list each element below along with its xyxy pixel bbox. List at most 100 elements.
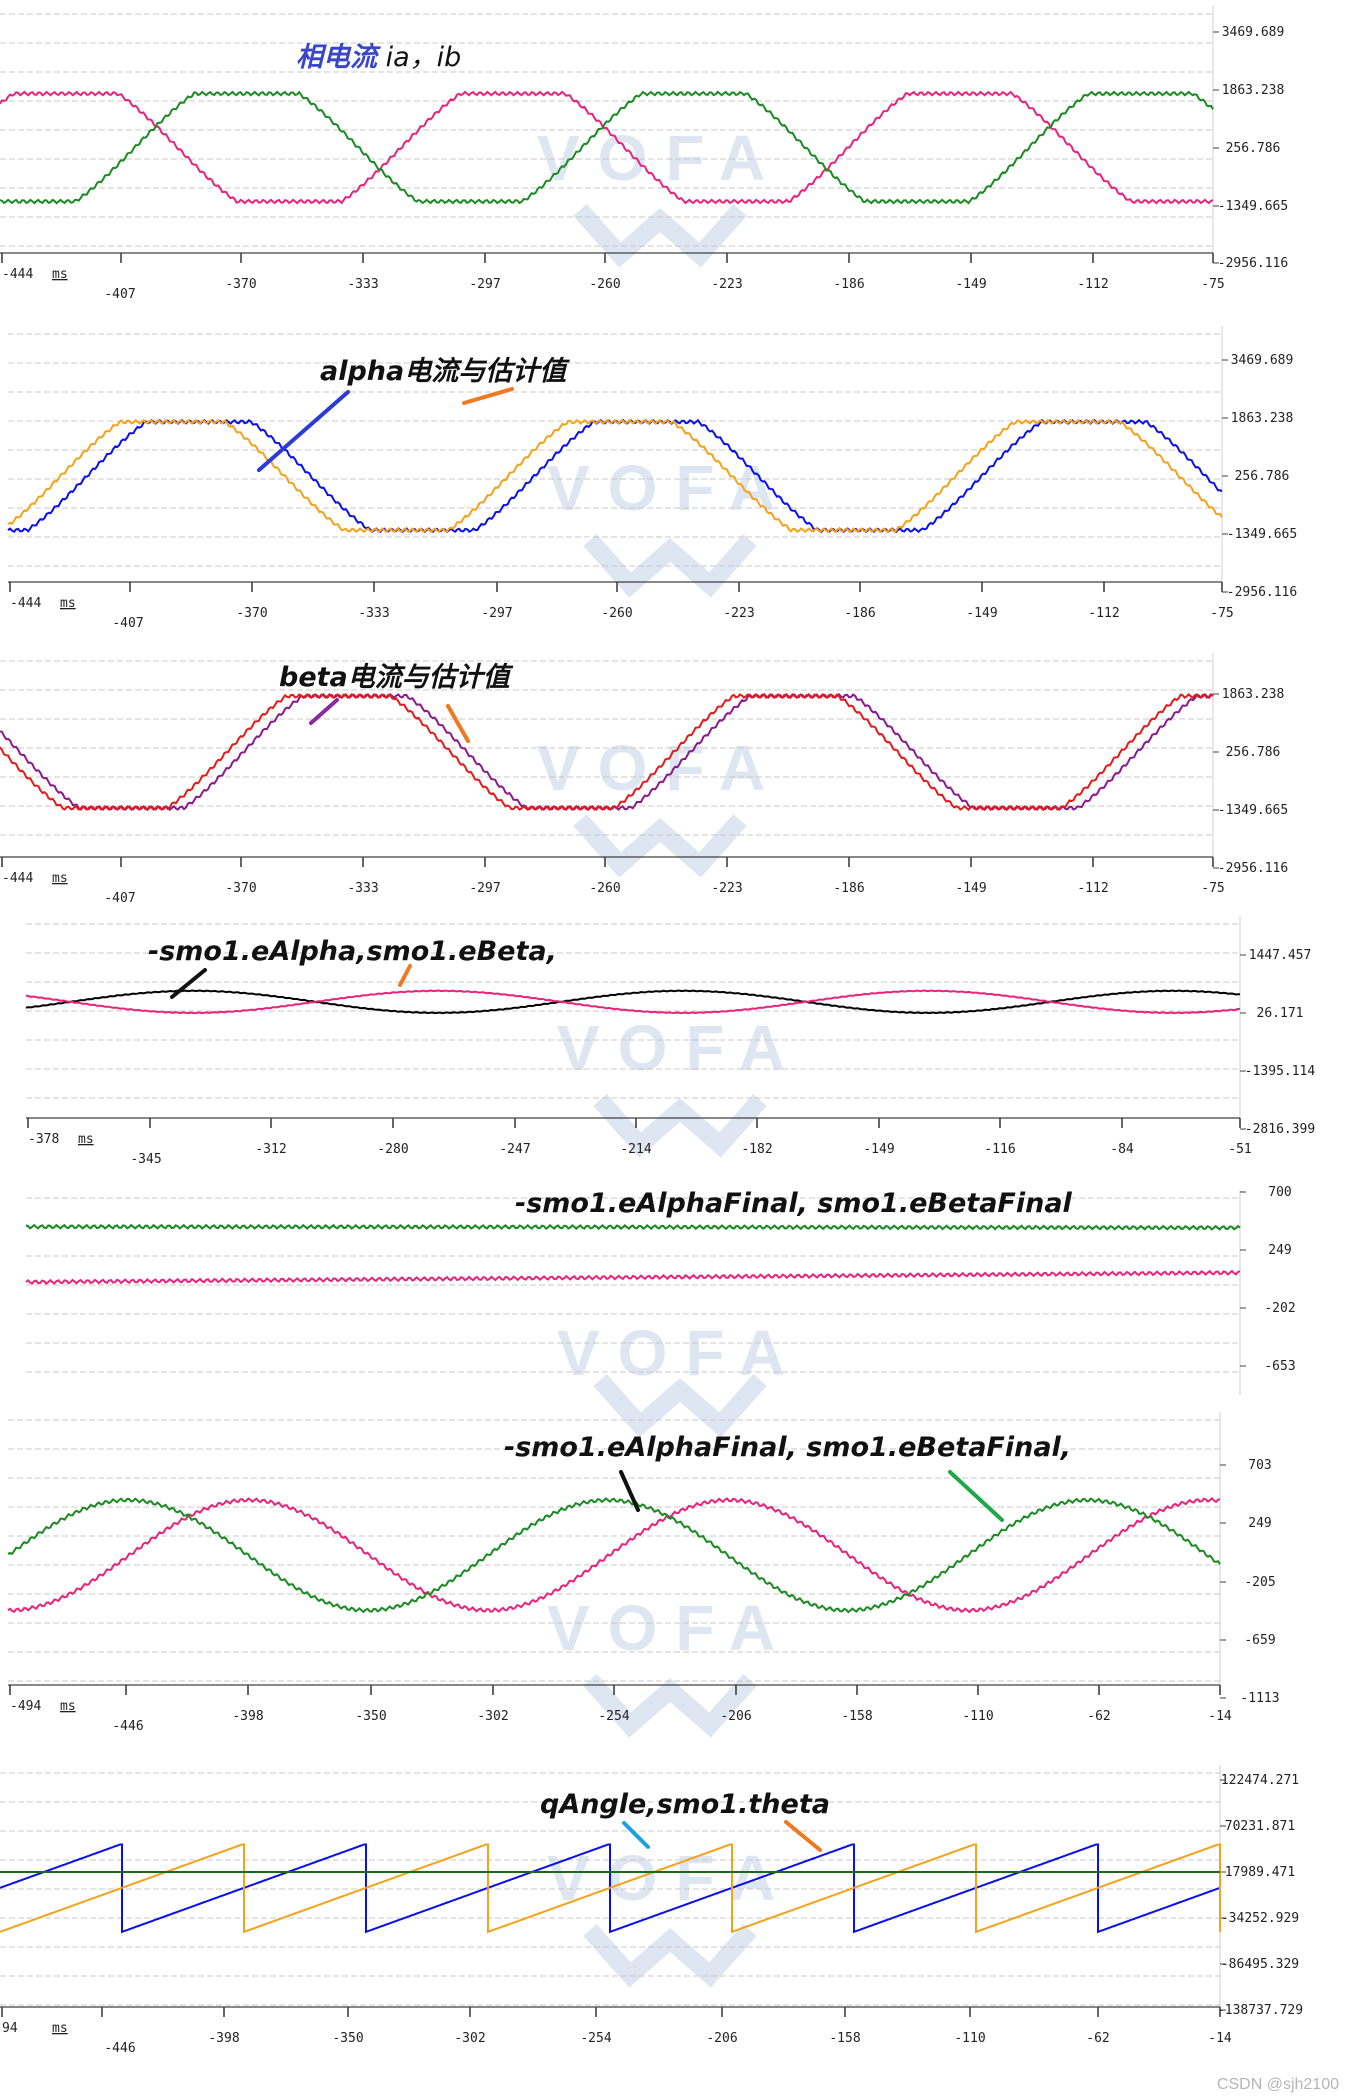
chart-eab-final-1: VOFA 700 249 -202 -653 -smo1.eAlphaFinal, smo…: [25, 1185, 1296, 1438]
vofa-watermark: VOFA: [547, 1842, 793, 1914]
annotation-arrow: [948, 1470, 1004, 1522]
y-tick-label: -1349.665: [1227, 527, 1297, 542]
x-tick-label: -260: [601, 606, 632, 621]
y-tick-label: 1863.238: [1222, 83, 1285, 98]
y-tick-label: -2956.116: [1218, 861, 1288, 876]
series-line: [0, 90, 1214, 205]
series-line: [0, 90, 1214, 205]
y-tick-label: -34252.929: [1221, 1911, 1299, 1926]
vofa-logo-mark: [593, 1094, 767, 1158]
x-tick-label: -297: [469, 881, 500, 896]
x-tick-label: -110: [954, 2031, 985, 2046]
x-tick-label: -149: [955, 277, 986, 292]
x-tick-label: -370: [236, 606, 267, 621]
x-origin-label: -444: [10, 596, 41, 611]
x-tick-label: -280: [377, 1142, 408, 1157]
x-tick-label: -398: [232, 1709, 263, 1724]
series-line: [25, 989, 1241, 1015]
x-tick-label: -254: [598, 1709, 629, 1724]
x-tick-label: -149: [966, 606, 997, 621]
y-tick-label: 700: [1268, 1185, 1291, 1200]
x-unit-label: ms: [60, 1699, 76, 1714]
series-line: [0, 693, 1214, 812]
vofa-watermark: VOFA: [547, 1592, 793, 1664]
annotation-arrow: [309, 698, 339, 725]
x-tick-label: -223: [723, 606, 754, 621]
x-sub-label: -407: [104, 891, 135, 906]
x-tick-label: -14: [1208, 1709, 1232, 1724]
x-tick-label: -75: [1210, 606, 1233, 621]
chart-angle: VOFA 122474.271 70231.871 17989.471 -34252.9…: [0, 1765, 1303, 2056]
y-tick-label: -2956.116: [1218, 256, 1288, 271]
x-unit-label: ms: [60, 596, 76, 611]
x-tick-label: -370: [225, 881, 256, 896]
y-tick-label: -659: [1244, 1633, 1275, 1648]
x-tick-label: -186: [844, 606, 875, 621]
annotation-label: alpha电流与估计值: [320, 356, 570, 387]
x-sub-label: -446: [112, 1719, 143, 1734]
x-tick-label: -14: [1208, 2031, 1232, 2046]
y-tick-label: 249: [1248, 1516, 1271, 1531]
x-tick-label: -398: [208, 2031, 239, 2046]
x-tick-label: -333: [358, 606, 389, 621]
x-tick-label: -247: [499, 1142, 530, 1157]
vofa-logo-mark: [583, 534, 757, 598]
vofa-logo-mark: [573, 204, 747, 268]
x-tick-label: -158: [841, 1709, 872, 1724]
vofa-logo-mark: [583, 1924, 757, 1988]
x-tick-label: -149: [955, 881, 986, 896]
x-tick-label: -186: [833, 277, 864, 292]
y-tick-label: 249: [1268, 1243, 1291, 1258]
vofa-logo-mark: [573, 814, 747, 878]
annotation-arrow: [784, 1820, 822, 1852]
y-tick-label: -86495.329: [1221, 1957, 1299, 1972]
annotation-arrow: [619, 1470, 640, 1512]
y-tick-label: 26.171: [1257, 1006, 1304, 1021]
annotation-arrow: [398, 964, 412, 987]
chart-beta-current: VOFA 1863.238 256.786 -1349.665 -2956.116 -44…: [0, 653, 1288, 906]
x-unit-label: ms: [52, 267, 68, 282]
y-tick-label: -2956.116: [1227, 585, 1297, 600]
y-tick-label: -1349.665: [1218, 803, 1288, 818]
y-tick-label: 703: [1248, 1458, 1271, 1473]
x-unit-label: ms: [52, 871, 68, 886]
x-tick-label: -110: [962, 1709, 993, 1724]
vofa-watermark: VOFA: [537, 122, 783, 194]
series-line: [0, 1843, 1221, 1934]
x-sub-label: -345: [130, 1152, 161, 1167]
annotation-label: -smo1.eAlphaFinal, smo1.eBetaFinal,: [504, 1432, 1071, 1463]
csdn-watermark: CSDN @sjh2100: [1216, 2076, 1339, 2093]
y-tick-label: 1447.457: [1249, 948, 1312, 963]
x-unit-label: ms: [52, 2021, 68, 2036]
x-tick-label: -333: [347, 881, 378, 896]
x-tick-label: -158: [829, 2031, 860, 2046]
y-tick-label: 3469.689: [1231, 353, 1294, 368]
y-tick-label: -1113: [1240, 1691, 1279, 1706]
x-tick-label: -260: [589, 277, 620, 292]
x-tick-label: -112: [1088, 606, 1119, 621]
x-origin-label: -444: [2, 267, 33, 282]
x-tick-label: -297: [481, 606, 512, 621]
x-tick-label: -370: [225, 277, 256, 292]
x-tick-label: -149: [863, 1142, 894, 1157]
x-tick-label: -260: [589, 881, 620, 896]
x-tick-label: -186: [833, 881, 864, 896]
y-tick-label: 1863.238: [1222, 687, 1285, 702]
y-tick-label: 3469.689: [1222, 25, 1285, 40]
vofa-watermark: VOFA: [557, 1012, 803, 1084]
y-tick-label: -2816.399: [1245, 1122, 1315, 1137]
x-tick-label: -112: [1077, 277, 1108, 292]
y-tick-label: -202: [1264, 1301, 1295, 1316]
x-tick-label: -350: [332, 2031, 363, 2046]
annotation-label: beta电流与估计值: [279, 662, 514, 693]
vofa-watermark: VOFA: [537, 732, 783, 804]
x-tick-label: -62: [1087, 1709, 1110, 1724]
series-line: [25, 989, 1240, 1015]
x-tick-label: -223: [711, 881, 742, 896]
chart-alpha-current: VOFA 3469.689 1863.238 256.786 -1349.665 -295…: [7, 326, 1297, 631]
x-tick-label: -206: [720, 1709, 751, 1724]
y-tick-label: 256.786: [1235, 469, 1290, 484]
annotation-label: 相电流 ia，ib: [296, 42, 461, 73]
x-tick-label: -312: [255, 1142, 286, 1157]
